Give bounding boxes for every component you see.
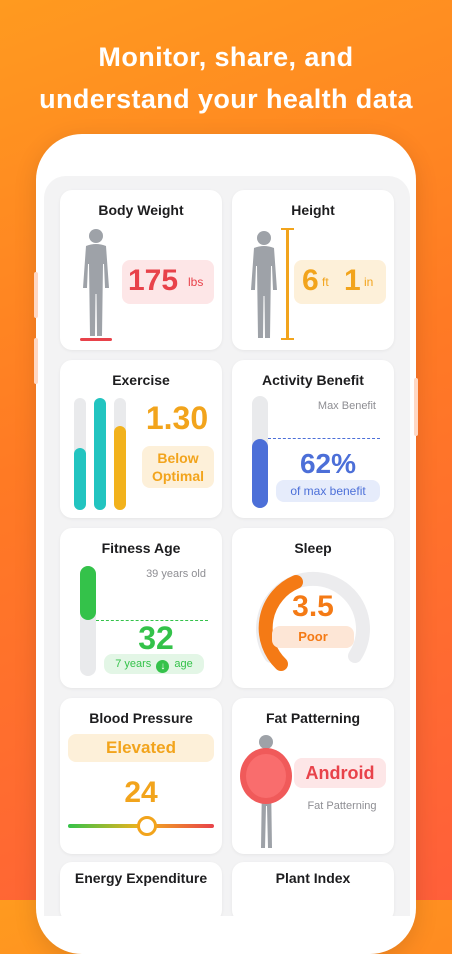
card-exercise[interactable]: Exercise 1.30 Below Optimal (60, 360, 222, 518)
fitness-delta-suffix: age (174, 658, 193, 670)
card-title: Fat Patterning (265, 710, 361, 726)
exercise-bar-2 (94, 398, 106, 510)
height-feet: 6 (302, 264, 319, 297)
activity-bar-fill (252, 439, 268, 508)
activity-threshold-line (268, 438, 380, 439)
headline-line-2: understand your health data (39, 84, 413, 114)
sleep-value: 3.5 (292, 590, 334, 623)
exercise-status-line-1: Below (157, 450, 199, 466)
fitness-bar-track (80, 566, 96, 676)
card-sleep[interactable]: Sleep 3.5 Poor (232, 528, 394, 688)
weight-value-pill: 175 lbs (122, 260, 214, 304)
bp-status: Elevated (68, 734, 214, 762)
activity-bar-track (252, 396, 268, 508)
exercise-status-pill: Below Optimal (142, 446, 214, 488)
card-blood-pressure[interactable]: Blood Pressure Elevated 24 (60, 698, 222, 854)
body-silhouette-icon (80, 229, 112, 341)
arrow-down-icon: ↓ (156, 660, 170, 673)
activity-caption: of max benefit (276, 480, 380, 502)
card-fat-patterning[interactable]: Fat Patterning Android Fat Patterning (232, 698, 394, 854)
exercise-bar-1 (74, 448, 86, 510)
card-title: Body Weight (98, 202, 184, 218)
fitness-reference: 39 years old (146, 568, 206, 580)
headline: Monitor, share, and understand your heal… (0, 36, 452, 120)
card-title: Plant Index (275, 870, 351, 886)
card-title: Blood Pressure (89, 710, 193, 726)
card-title: Energy Expenditure (74, 870, 208, 886)
card-title: Sleep (294, 540, 332, 556)
fat-caption: Fat Patterning (307, 800, 377, 812)
weight-value: 175 (128, 264, 179, 297)
sleep-gauge (256, 571, 370, 671)
height-inches-unit: in (364, 275, 374, 289)
fitness-bar-fill (80, 566, 96, 620)
phone-side-button (34, 338, 38, 384)
card-height[interactable]: Height 6 ft 1 in (232, 190, 394, 350)
fitness-threshold-line (96, 620, 208, 621)
app-screen: Body Weight 175 lbs Height 6 ft (44, 176, 410, 916)
phone-side-button (34, 272, 38, 318)
card-title: Height (291, 202, 335, 218)
exercise-status-line-2: Optimal (151, 468, 205, 484)
fitness-age-value: 32 (138, 620, 174, 656)
height-inches: 1 (344, 264, 361, 297)
activity-max-label: Max Benefit (317, 400, 376, 412)
body-silhouette-with-ruler-icon (251, 228, 294, 340)
weight-unit: lbs (188, 275, 204, 289)
headline-line-1: Monitor, share, and (98, 42, 354, 72)
height-feet-unit: ft (322, 275, 329, 289)
activity-value: 62% (299, 448, 357, 479)
exercise-value: 1.30 (145, 400, 209, 436)
bp-value: 24 (124, 776, 158, 809)
phone-side-button (414, 378, 418, 436)
card-fitness-age[interactable]: Fitness Age 39 years old 32 7 years ↓ ag… (60, 528, 222, 688)
height-value-pill: 6 ft 1 in (294, 260, 386, 304)
card-body-weight[interactable]: Body Weight 175 lbs (60, 190, 222, 350)
card-activity-benefit[interactable]: Activity Benefit Max Benefit 62% of max … (232, 360, 394, 518)
exercise-bar-3 (114, 426, 126, 510)
card-title: Fitness Age (101, 540, 181, 556)
fat-body-silhouette-icon (240, 735, 292, 848)
exercise-bars (74, 398, 138, 510)
fitness-delta-text: 7 years (115, 658, 152, 670)
card-title: Exercise (112, 372, 170, 388)
sleep-status: Poor (272, 626, 354, 648)
fitness-delta-pill: 7 years ↓ age (104, 654, 204, 674)
fat-type: Android (294, 758, 386, 788)
bp-marker (137, 816, 157, 836)
card-energy-expenditure[interactable]: Energy Expenditure (60, 862, 222, 916)
card-plant-index[interactable]: Plant Index (232, 862, 394, 916)
card-title: Activity Benefit (262, 372, 364, 388)
